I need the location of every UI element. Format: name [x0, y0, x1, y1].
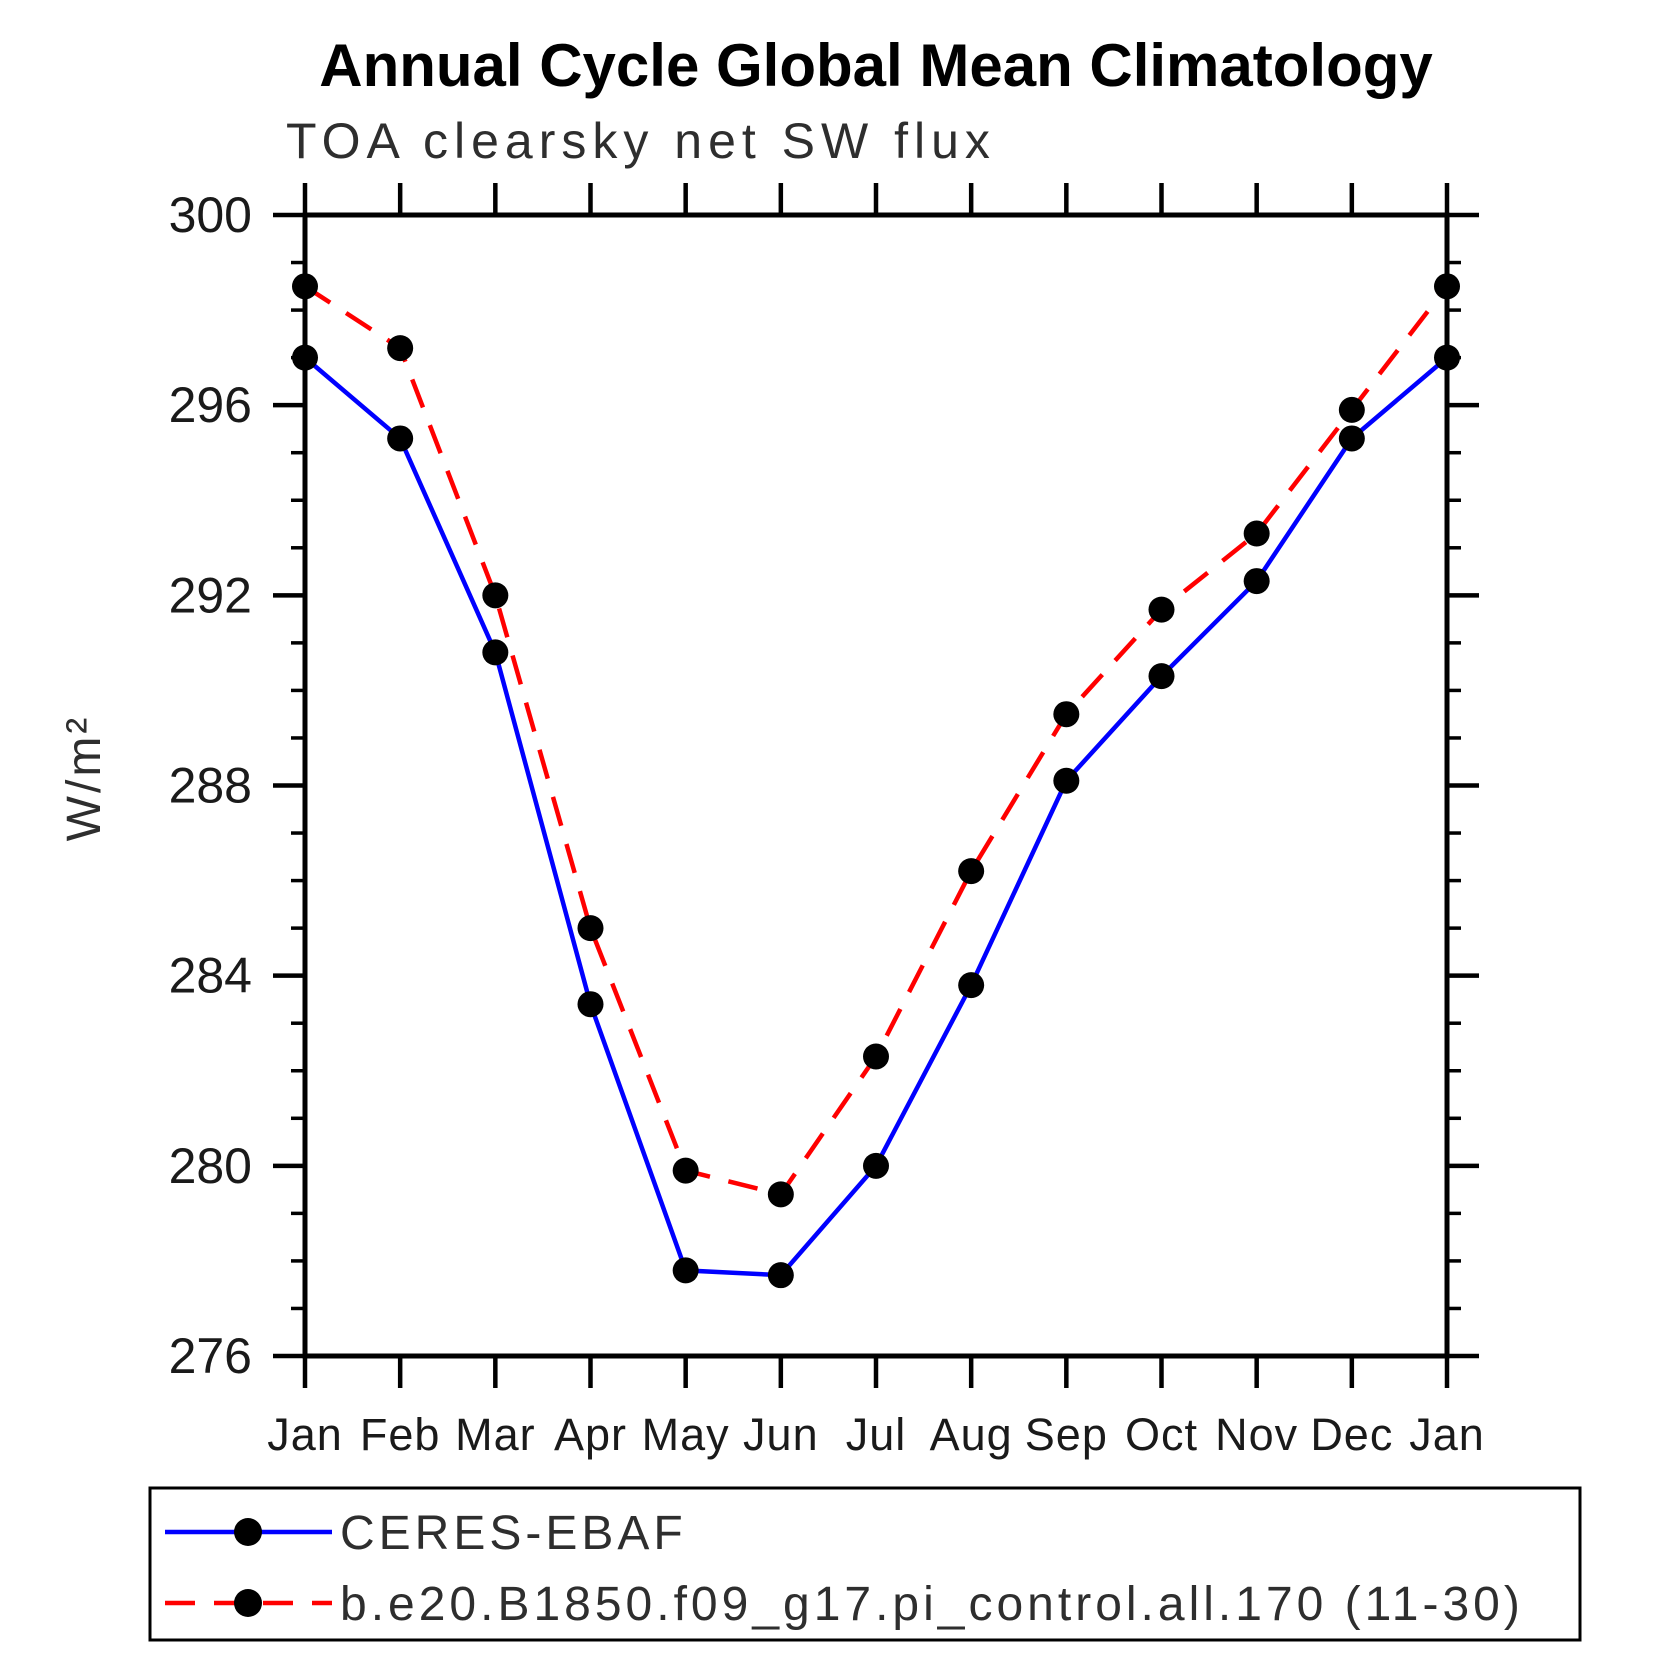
x-tick-label: Jan: [1409, 1409, 1485, 1460]
data-point: [958, 858, 985, 885]
x-tick-label: Mar: [455, 1409, 536, 1460]
legend-label-model: b.e20.B1850.f09_g17.pi_control.all.170 (…: [340, 1578, 1524, 1631]
x-tick-label: Jan: [267, 1409, 343, 1460]
y-tick-label: 300: [169, 187, 252, 243]
data-point: [387, 425, 414, 452]
x-tick-label: Nov: [1215, 1409, 1298, 1460]
data-point: [1338, 396, 1365, 423]
data-point: [1243, 520, 1270, 547]
data-point: [767, 1262, 794, 1289]
data-point: [292, 273, 318, 300]
chart-subtitle: TOA clearsky net SW flux: [286, 113, 996, 169]
data-point: [863, 1152, 889, 1179]
data-point: [1148, 596, 1175, 623]
y-tick-label: 296: [169, 377, 252, 433]
plot-frame: [302, 212, 1450, 1359]
data-point: [577, 991, 604, 1018]
data-point: [1053, 701, 1080, 728]
x-tick-label: Feb: [360, 1409, 441, 1460]
data-point: [577, 915, 604, 942]
data-point: [767, 1181, 794, 1208]
x-tick-label: Sep: [1025, 1409, 1108, 1460]
x-tick-label: Dec: [1310, 1409, 1393, 1460]
y-tick-label: 284: [169, 948, 252, 1004]
data-point: [292, 344, 318, 371]
plot-area: 276 280 284 288 292 296 300 Jan Feb Mar Apr May Jun J…: [169, 183, 1485, 1460]
y-tick-label: 276: [169, 1328, 252, 1384]
legend-label-ceres: CERES-EBAF: [340, 1507, 687, 1560]
data-point: [863, 1043, 889, 1070]
data-point: [1338, 425, 1365, 452]
y-tick-label: 280: [169, 1138, 252, 1194]
data-point: [1434, 273, 1460, 300]
data-point: [958, 972, 985, 999]
chart-title: Annual Cycle Global Mean Climatology: [319, 32, 1433, 99]
x-tick-label: Jun: [743, 1409, 819, 1460]
legend-marker-model: [234, 1589, 262, 1617]
y-axis-label: W/m²: [58, 715, 111, 842]
data-point: [482, 639, 509, 666]
data-point: [1434, 344, 1460, 371]
x-tick-label: Jul: [846, 1409, 907, 1460]
x-tick-label: May: [642, 1409, 730, 1460]
y-tick-label: 288: [169, 758, 252, 814]
data-point: [1053, 767, 1080, 794]
data-point: [1243, 568, 1270, 595]
series-line-0: [303, 355, 1449, 1278]
data-point: [1148, 663, 1175, 690]
data-point: [482, 582, 509, 609]
y-tick-label: 292: [169, 567, 252, 623]
legend: CERES-EBAF b.e20.B1850.f09_g17.pi_contro…: [148, 1486, 1582, 1642]
legend-marker-ceres: [234, 1518, 262, 1546]
legend-box: [148, 1486, 1582, 1642]
data-point: [387, 335, 414, 362]
x-tick-label: Apr: [554, 1409, 627, 1460]
data-point: [672, 1257, 699, 1284]
x-tick-label: Aug: [930, 1409, 1013, 1460]
x-tick-label: Oct: [1125, 1409, 1198, 1460]
data-point: [672, 1157, 699, 1184]
